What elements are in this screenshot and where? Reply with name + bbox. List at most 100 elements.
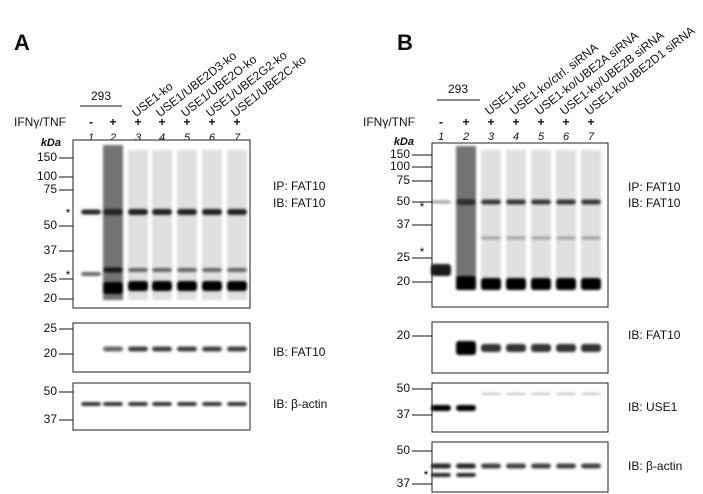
lane-number: 5	[184, 132, 191, 144]
blot	[431, 321, 609, 374]
band	[506, 393, 526, 395]
band	[456, 405, 476, 411]
smear	[152, 150, 172, 300]
band	[128, 209, 148, 215]
asterisk: *	[66, 206, 71, 220]
band	[531, 344, 551, 352]
band	[481, 463, 501, 469]
band	[531, 236, 551, 240]
band	[581, 199, 601, 205]
smear	[177, 150, 197, 300]
treatment-sign: +	[158, 115, 165, 129]
marker-label: 50	[397, 381, 411, 395]
annotation: IP: FAT10	[273, 179, 326, 193]
panel-label: B	[397, 30, 413, 55]
band	[456, 199, 476, 205]
band	[128, 346, 148, 352]
blot-bands	[81, 402, 247, 406]
smear	[531, 150, 551, 290]
band	[456, 341, 476, 355]
treatment-sign: +	[134, 115, 141, 129]
band	[81, 272, 101, 276]
marker-label: 100	[37, 169, 57, 183]
band	[152, 402, 172, 406]
lane-label: USE1-ko/UBE2B siRNA	[557, 28, 667, 118]
asterisk: *	[420, 245, 425, 259]
blot	[431, 142, 609, 308]
asterisk: *	[424, 468, 429, 482]
blot-bands	[431, 393, 601, 411]
band	[431, 200, 451, 204]
lane-number: 7	[588, 131, 595, 143]
smear	[456, 146, 476, 290]
marker-label: 37	[397, 407, 411, 421]
marker-label: 150	[37, 150, 57, 164]
band	[227, 268, 247, 272]
lane-number: 7	[234, 132, 241, 144]
band	[152, 281, 172, 291]
blot	[72, 139, 251, 309]
lane-number: 2	[109, 132, 116, 144]
marker-label: 75	[397, 173, 411, 187]
band	[128, 281, 148, 291]
marker-label: 37	[397, 217, 411, 231]
lane-number: 2	[462, 131, 469, 143]
treatment-sign: +	[537, 115, 544, 129]
treatment-sign: +	[487, 115, 494, 129]
band	[103, 209, 123, 215]
treatment-sign: +	[208, 115, 215, 129]
band	[202, 209, 222, 215]
band	[103, 346, 123, 352]
band	[177, 209, 197, 215]
panel-label: A	[14, 30, 30, 55]
band	[506, 344, 526, 352]
cell-line: 293	[448, 82, 468, 96]
marker-label: 25	[44, 321, 58, 335]
band	[506, 199, 526, 205]
band	[481, 344, 501, 352]
lane-number: 1	[438, 131, 444, 143]
band	[431, 463, 451, 469]
annotation: IB: β-actin	[628, 459, 682, 473]
asterisk: *	[66, 268, 71, 282]
band	[81, 402, 101, 406]
blot	[72, 382, 251, 431]
band	[152, 346, 172, 352]
band	[128, 402, 148, 406]
marker-label: 100	[390, 159, 410, 173]
band	[431, 405, 451, 411]
annotation: IB: USE1	[628, 400, 678, 414]
band	[202, 402, 222, 406]
blot	[431, 441, 609, 493]
band	[531, 199, 551, 205]
band	[456, 473, 476, 477]
band	[177, 281, 197, 291]
lane-number: 3	[135, 132, 142, 144]
smear	[128, 150, 148, 300]
band	[531, 278, 551, 290]
marker-label: 37	[397, 476, 411, 490]
marker-label: 37	[44, 412, 58, 426]
band	[227, 402, 247, 406]
band	[556, 393, 576, 395]
band	[227, 209, 247, 215]
band	[581, 463, 601, 469]
lane-number: 6	[209, 132, 216, 144]
blot-bands	[431, 463, 601, 477]
blot-bands	[103, 346, 247, 352]
annotation: IB: FAT10	[273, 196, 326, 210]
annotation: IB: FAT10	[273, 345, 326, 359]
band	[531, 463, 551, 469]
band	[556, 463, 576, 469]
treatment-label: IFNγ/TNF	[14, 115, 66, 129]
annotation: IB: β-actin	[273, 397, 327, 411]
band	[227, 281, 247, 291]
treatment-sign: -	[89, 115, 93, 129]
band	[581, 236, 601, 240]
band	[152, 268, 172, 272]
smear	[556, 150, 576, 290]
band	[481, 236, 501, 240]
smear	[227, 150, 247, 300]
band	[431, 264, 451, 276]
band	[202, 346, 222, 352]
